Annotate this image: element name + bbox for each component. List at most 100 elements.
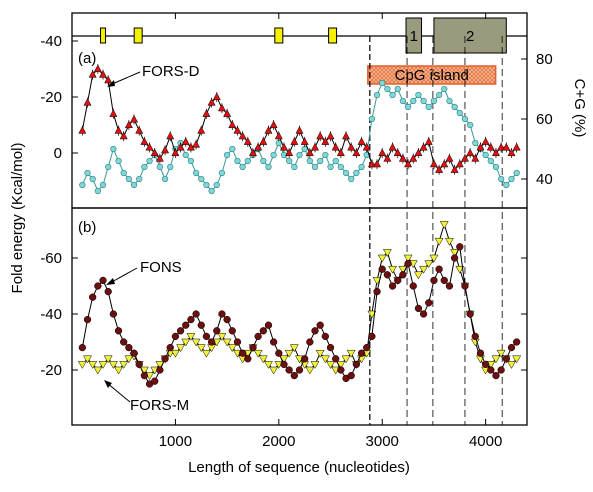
gc-content-point [265, 163, 272, 171]
gc-content-point [120, 169, 127, 177]
fons-point [445, 282, 454, 290]
fors-m-point [284, 349, 294, 358]
axes: 1000 2000 3000 4000 -40 -20 0 80 60 40 -60 -40 -20 [40, 13, 553, 450]
panel-b-frame [71, 207, 528, 426]
fons-point [109, 310, 118, 318]
fons-point [94, 282, 102, 290]
fons-point [130, 349, 138, 357]
gc-content-point [342, 169, 350, 177]
fors-m-point [119, 361, 129, 369]
fons-point [125, 343, 133, 352]
fons-point [332, 355, 340, 363]
gc-content-point [368, 115, 375, 123]
fons-point [513, 338, 521, 346]
fors-m-point [403, 254, 413, 263]
fons-point [233, 338, 242, 346]
fons-point [492, 371, 500, 380]
gc-content-point [146, 157, 153, 165]
fons-point [120, 338, 128, 346]
fors-d-point [373, 159, 382, 168]
fors-d-point [502, 142, 511, 151]
fors-d-point [497, 142, 506, 151]
fons-point [337, 366, 345, 374]
fons-point [295, 366, 304, 374]
fors-d-point [491, 148, 500, 157]
fons-point [321, 332, 330, 341]
gc-content-point [229, 145, 236, 153]
series-fors-d [78, 64, 521, 175]
fors-d-point [429, 159, 438, 168]
y-tick-label-a: -40 [40, 33, 62, 50]
fors-d-point [378, 148, 387, 157]
dashed-guides [369, 36, 503, 425]
gc-content-point [213, 181, 220, 189]
fors-m-point [445, 237, 454, 246]
fors-m-point [191, 338, 201, 347]
fons-point [156, 366, 164, 374]
fons-point [399, 271, 407, 279]
gc-content-point [394, 85, 401, 93]
fors-d-point [135, 126, 144, 134]
fons-point [151, 377, 159, 385]
fons-point [269, 338, 278, 346]
fors-d-point [197, 126, 206, 134]
fons-point [83, 315, 92, 324]
fors-m-point [227, 344, 237, 353]
fors-d-point [99, 70, 108, 78]
fors-m-point [108, 361, 118, 369]
fors-d-point [435, 165, 444, 173]
gc-content-point [420, 97, 427, 105]
fors-m-point [326, 361, 335, 369]
fors-d-point [512, 142, 521, 151]
fors-d-point [445, 154, 454, 162]
fons-point [254, 332, 262, 341]
gc-content-point [239, 163, 246, 171]
fors-d-point [440, 159, 449, 168]
gc-content-point [415, 91, 422, 99]
fors-m-point [341, 355, 351, 364]
fons-point [228, 327, 236, 335]
gc-content-point [306, 157, 313, 165]
fors-d-point [419, 142, 428, 151]
gc-content-point [296, 151, 303, 159]
fors-d-point [347, 142, 356, 151]
gc-content-point [84, 169, 91, 177]
fors-d-point [383, 154, 392, 162]
gc-content-point [260, 157, 267, 165]
annotation-fors-d: FORS-D [142, 63, 200, 80]
fons-point [192, 310, 200, 318]
fors-m-point [222, 338, 232, 347]
gc-content-point [99, 181, 107, 189]
fors-d-point [409, 154, 418, 162]
fons-point [383, 271, 392, 279]
y-axis-title-right: C+G (%) [571, 79, 588, 138]
fons-point [223, 315, 231, 324]
gc-content-point [110, 145, 117, 153]
y-tick-label-b: -20 [40, 362, 62, 379]
fons-point [140, 371, 149, 380]
gc-content-point [187, 157, 195, 165]
gc-content-point [94, 187, 101, 195]
fons-point [357, 349, 366, 357]
y-tick-label-right: 60 [536, 111, 553, 128]
gc-content-point [404, 103, 412, 111]
gc-content-point [441, 85, 448, 93]
fons-point [311, 327, 319, 335]
fors-m-point [114, 366, 123, 375]
fons-point [99, 276, 107, 285]
fons-point [259, 327, 267, 335]
fons-point [301, 355, 309, 363]
fons-point [285, 366, 293, 374]
fors-d-point [223, 109, 232, 117]
arrow-fons-head [106, 278, 115, 285]
gc-content-point [167, 163, 174, 171]
fors-m-point [320, 355, 330, 364]
fors-d-point [305, 148, 314, 157]
fors-d-point [166, 131, 175, 140]
gc-content-point [203, 181, 210, 189]
gc-content-point [156, 163, 163, 171]
fors-d-point [357, 137, 366, 145]
fors-d-point [212, 92, 221, 101]
fons-point [135, 360, 143, 369]
